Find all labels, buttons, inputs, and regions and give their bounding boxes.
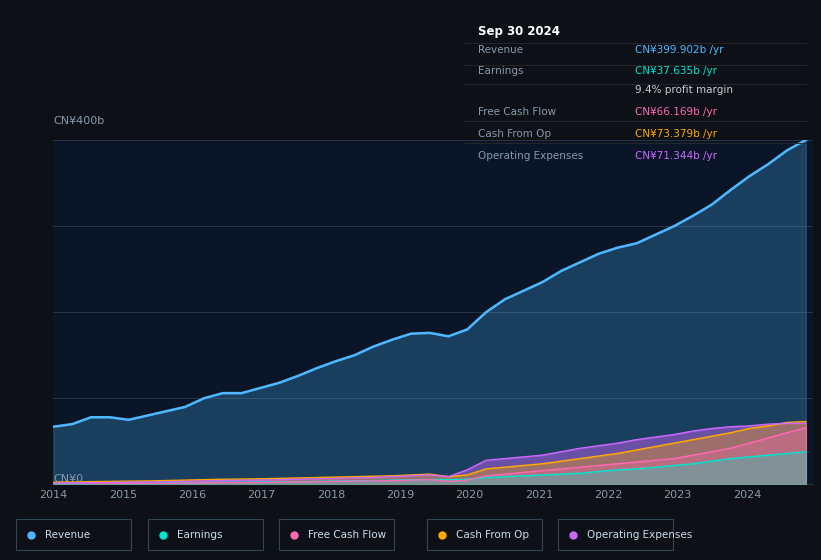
Text: Free Cash Flow: Free Cash Flow	[308, 530, 386, 539]
Text: CN¥73.379b /yr: CN¥73.379b /yr	[635, 129, 718, 139]
Text: CN¥400b: CN¥400b	[53, 116, 104, 126]
Text: Operating Expenses: Operating Expenses	[478, 151, 583, 161]
Text: Revenue: Revenue	[45, 530, 90, 539]
Text: CN¥66.169b /yr: CN¥66.169b /yr	[635, 107, 718, 117]
Text: 9.4% profit margin: 9.4% profit margin	[635, 85, 733, 95]
Text: CN¥37.635b /yr: CN¥37.635b /yr	[635, 67, 718, 77]
Text: Free Cash Flow: Free Cash Flow	[478, 107, 556, 117]
Text: Earnings: Earnings	[177, 530, 222, 539]
Text: Cash From Op: Cash From Op	[478, 129, 551, 139]
Text: Sep 30 2024: Sep 30 2024	[478, 25, 560, 38]
Text: Operating Expenses: Operating Expenses	[587, 530, 692, 539]
Text: CN¥0: CN¥0	[53, 474, 84, 484]
Text: Revenue: Revenue	[478, 45, 523, 55]
Text: CN¥71.344b /yr: CN¥71.344b /yr	[635, 151, 718, 161]
Text: Earnings: Earnings	[478, 67, 523, 77]
Text: Cash From Op: Cash From Op	[456, 530, 529, 539]
Text: CN¥399.902b /yr: CN¥399.902b /yr	[635, 45, 724, 55]
